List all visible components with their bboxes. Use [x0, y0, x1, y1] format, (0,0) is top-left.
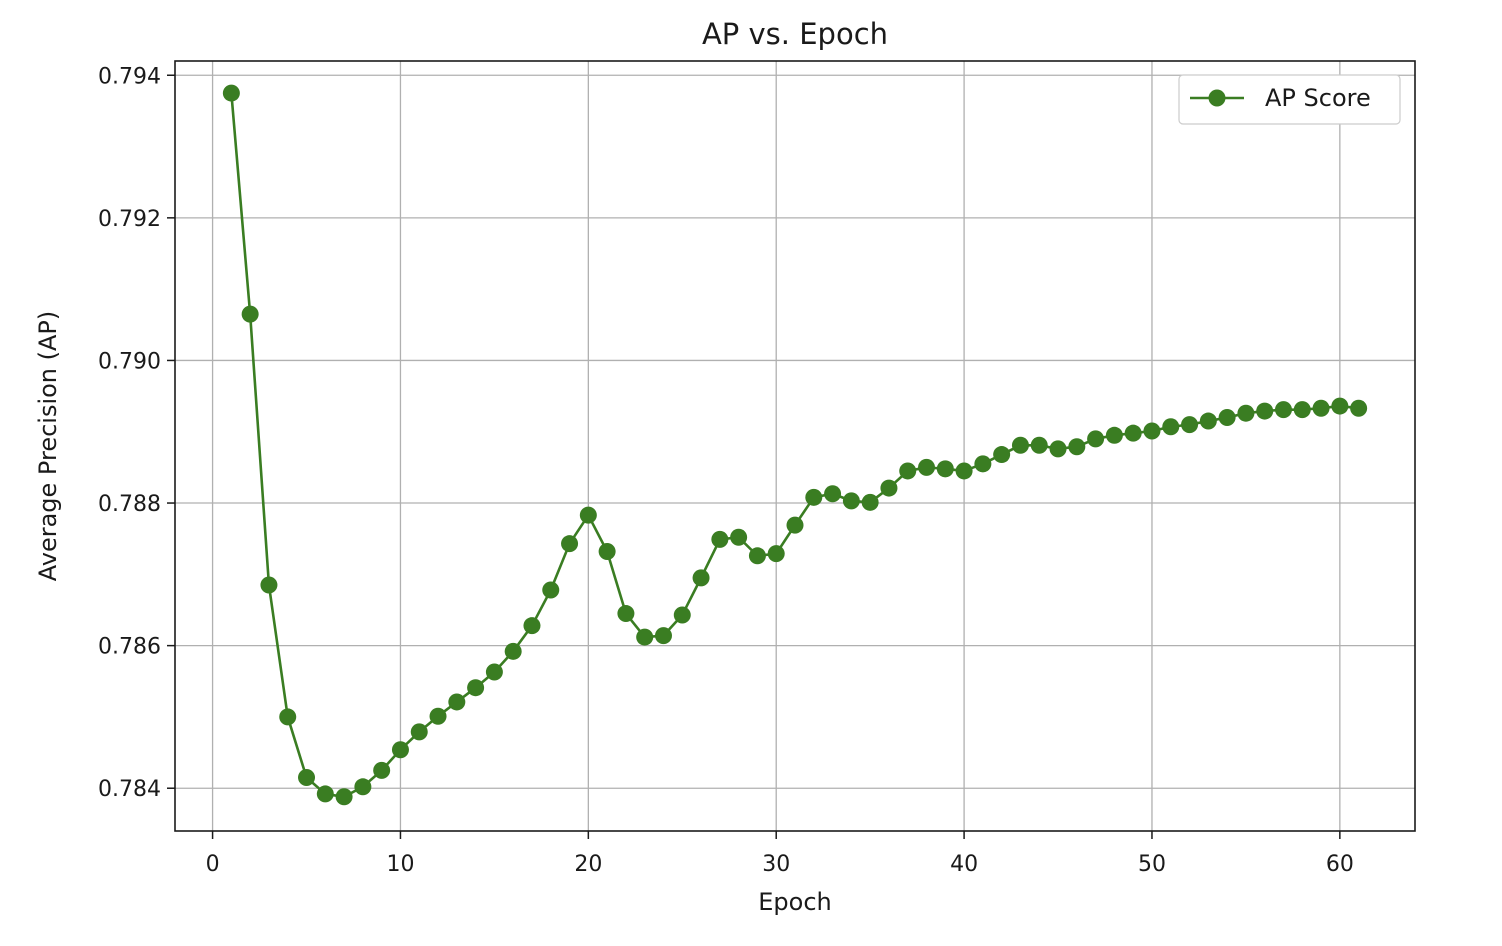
x-tick-label: 0 [206, 852, 220, 877]
data-point [222, 84, 240, 102]
series-layer [222, 84, 1368, 806]
data-point [316, 785, 334, 803]
legend-label: AP Score [1265, 84, 1371, 112]
x-tick-label: 40 [950, 852, 978, 877]
data-point [805, 488, 823, 506]
data-point [786, 516, 804, 534]
data-point [1218, 408, 1236, 426]
legend-marker [1208, 89, 1226, 107]
data-point [880, 479, 898, 497]
data-point [354, 778, 372, 796]
data-point [730, 528, 748, 546]
data-point [561, 535, 579, 553]
data-point [523, 617, 541, 635]
data-point [1087, 430, 1105, 448]
data-point [692, 569, 710, 587]
data-point [1237, 404, 1255, 422]
x-tick-label: 30 [762, 852, 790, 877]
y-tick-label: 0.788 [98, 492, 161, 517]
data-point [748, 547, 766, 565]
data-point [429, 707, 447, 725]
data-point [1350, 399, 1368, 417]
legend: AP Score [1178, 74, 1401, 125]
data-point [1181, 416, 1199, 434]
x-tick-label: 20 [574, 852, 602, 877]
data-point [899, 462, 917, 480]
data-point [711, 530, 729, 548]
legend-box [1178, 74, 1401, 125]
data-point [993, 446, 1011, 464]
x-tick-label: 50 [1138, 852, 1166, 877]
y-tick-label: 0.790 [98, 349, 161, 374]
data-point [861, 493, 879, 511]
data-point [1105, 426, 1123, 444]
data-point [936, 460, 954, 478]
plot-frame [174, 60, 1416, 832]
data-point [598, 543, 616, 561]
data-point [767, 545, 785, 563]
data-point [260, 576, 278, 594]
data-point [1049, 440, 1067, 458]
data-point [617, 605, 635, 623]
y-axis-label: Average Precision (AP) [34, 311, 62, 582]
data-point [373, 761, 391, 779]
data-point [410, 723, 428, 741]
data-point [1030, 436, 1048, 454]
data-point [824, 485, 842, 503]
data-point [654, 627, 672, 645]
chart-title: AP vs. Epoch [702, 17, 888, 51]
data-point [1068, 438, 1086, 456]
data-point [542, 581, 560, 599]
data-point [485, 663, 503, 681]
data-point [842, 492, 860, 510]
data-point [335, 788, 353, 806]
data-point [467, 679, 485, 697]
data-point [1293, 401, 1311, 419]
data-point [636, 628, 654, 646]
data-point [1199, 412, 1217, 430]
data-point [673, 606, 691, 624]
data-point [241, 305, 259, 323]
x-tick-label: 60 [1326, 852, 1354, 877]
data-point [1124, 424, 1142, 442]
data-point [1143, 422, 1161, 440]
data-point [1274, 401, 1292, 419]
data-point [504, 642, 522, 660]
y-tick-label: 0.786 [98, 635, 161, 660]
data-point [448, 693, 466, 711]
data-point [1331, 397, 1349, 415]
data-point [1011, 436, 1029, 454]
data-point [974, 455, 992, 473]
y-tick-label: 0.784 [98, 777, 161, 802]
data-point [1256, 402, 1274, 420]
x-axis-label: Epoch [758, 888, 832, 916]
data-point [955, 462, 973, 480]
x-axis-ticks: 0 10 20 30 40 50 60 [206, 831, 1354, 877]
data-point [279, 708, 297, 726]
data-point [1162, 418, 1180, 436]
data-point [298, 769, 316, 787]
y-tick-label: 0.794 [98, 64, 161, 89]
data-point [579, 506, 597, 524]
data-point [1312, 399, 1330, 417]
x-tick-label: 10 [386, 852, 414, 877]
y-tick-label: 0.792 [98, 207, 161, 232]
data-point [918, 458, 936, 476]
y-axis-ticks: 0.784 0.786 0.788 0.790 0.792 0.794 [98, 64, 175, 802]
data-point [391, 741, 409, 759]
